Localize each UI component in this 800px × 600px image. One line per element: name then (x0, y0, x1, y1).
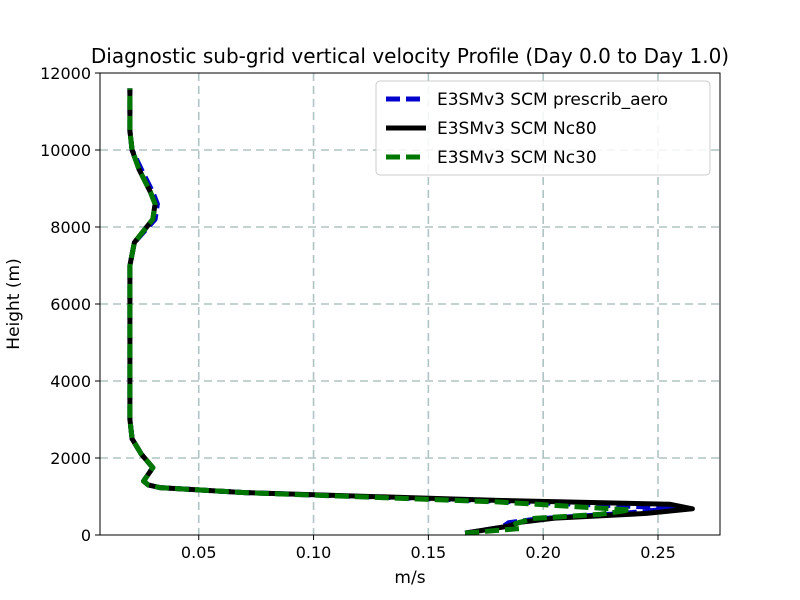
legend-label-nc30: E3SMv3 SCM Nc30 (437, 148, 597, 168)
y-tick-label: 12000 (40, 64, 91, 83)
x-axis-label: m/s (394, 568, 425, 588)
y-tick-label: 0 (81, 526, 91, 545)
series-line-nc30 (127, 88, 633, 536)
grid-layer (100, 73, 720, 535)
chart-title: Diagnostic sub-grid vertical velocity Pr… (91, 44, 729, 68)
x-tick-label: 0.10 (296, 543, 332, 562)
x-tick-label: 0.15 (411, 543, 447, 562)
y-tick-label: 10000 (40, 141, 91, 160)
x-tick-label: 0.20 (525, 543, 561, 562)
y-tick-label: 8000 (50, 218, 91, 237)
y-axis-label: Height (m) (4, 258, 24, 349)
ticks-layer: 0.05 0.10 0.15 0.20 0.25 0 2000 4000 6000 8000 100… (40, 64, 676, 562)
legend-label-prescrib-aero: E3SMv3 SCM prescrib_aero (437, 90, 668, 110)
y-tick-label: 4000 (50, 372, 91, 391)
x-tick-label: 0.05 (181, 543, 217, 562)
x-tick-label: 0.25 (640, 543, 676, 562)
y-tick-label: 6000 (50, 295, 91, 314)
legend-box (375, 80, 711, 176)
legend-label-nc80: E3SMv3 SCM Nc80 (437, 119, 597, 139)
y-tick-label: 2000 (50, 449, 91, 468)
series-layer (127, 88, 695, 536)
legend: E3SMv3 SCM prescrib_aero E3SMv3 SCM Nc80… (375, 80, 711, 176)
